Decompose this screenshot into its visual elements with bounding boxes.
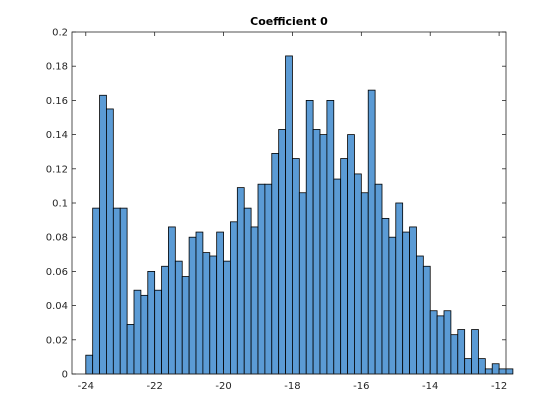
histogram-bar xyxy=(202,252,211,375)
histogram-bar xyxy=(181,276,190,375)
histogram-bar xyxy=(126,324,135,375)
histogram-bar xyxy=(133,289,142,375)
histogram-bar xyxy=(161,265,169,375)
histogram-bar xyxy=(367,89,376,375)
x-axis-ticks: -24 -22 -20 -18 -16 -14 -12 xyxy=(78,32,507,392)
histogram-bar xyxy=(347,134,355,375)
y-tick-label: 0.16 xyxy=(46,96,68,107)
histogram-bar xyxy=(436,315,445,375)
histogram-bar xyxy=(429,310,438,375)
histogram-bar xyxy=(168,226,176,375)
histogram-bar xyxy=(484,368,493,375)
histogram-bar xyxy=(216,231,224,375)
y-axis-ticks: 0 0.02 0.04 0.06 0.08 0.1 0.12 0.14 0.16 0.18 0.2 xyxy=(46,28,506,381)
y-tick-label: 0.14 xyxy=(46,130,68,141)
histogram-bar xyxy=(140,294,149,375)
y-tick-label: 0.1 xyxy=(52,199,68,210)
histogram-bar xyxy=(285,55,293,375)
histogram-bar xyxy=(278,129,286,375)
y-tick-label: 0.18 xyxy=(46,62,68,73)
y-tick-label: 0.12 xyxy=(46,164,68,175)
histogram-bar xyxy=(250,226,259,375)
histogram-bar xyxy=(471,329,479,375)
plot-area: -24 -22 -20 -18 -16 -14 -12 00.020.040.060.080… xyxy=(46,28,514,392)
histogram-bar xyxy=(374,183,383,375)
histogram-bar xyxy=(422,265,431,375)
histogram-bar xyxy=(147,270,156,375)
histogram-bar xyxy=(491,363,500,375)
histogram-bar xyxy=(271,153,280,375)
histogram-bar xyxy=(236,187,245,375)
x-tick-label: -20 xyxy=(215,381,231,392)
x-tick-label: -24 xyxy=(78,381,94,392)
histogram-bar xyxy=(354,173,362,375)
y-tick-label: 0.08 xyxy=(46,233,68,244)
y-tick-label: 0.04 xyxy=(46,301,68,312)
histogram-bar xyxy=(119,207,128,375)
histogram-bar xyxy=(416,255,424,375)
histogram-bar xyxy=(223,260,231,375)
histogram-bar xyxy=(388,236,397,375)
histogram-bar xyxy=(106,108,114,375)
histogram-bar xyxy=(188,236,197,375)
histogram-bar xyxy=(402,231,410,375)
histogram-bar xyxy=(243,207,252,375)
y-tick-label: 0.02 xyxy=(46,335,68,346)
x-tick-label: -22 xyxy=(146,381,162,392)
histogram-bar xyxy=(360,192,369,375)
histogram-bar xyxy=(298,192,307,375)
histogram-bar xyxy=(381,217,390,375)
histogram-bar xyxy=(409,226,417,375)
y-tick-label: 0.2 xyxy=(52,28,68,39)
histogram-bar xyxy=(174,260,183,375)
histogram-bar xyxy=(154,289,162,375)
y-tick-label: 0 xyxy=(62,370,68,381)
histogram-bar xyxy=(230,221,238,375)
x-tick-label: -16 xyxy=(353,381,369,392)
x-tick-label: -18 xyxy=(284,381,300,392)
histogram-bar xyxy=(498,368,507,375)
histogram-bar xyxy=(292,158,300,375)
histogram-bar xyxy=(443,310,452,375)
x-tick-label: -12 xyxy=(491,381,507,392)
x-tick-label: -14 xyxy=(422,381,438,392)
histogram-bar xyxy=(264,183,273,375)
histogram-bar xyxy=(85,354,94,375)
histogram-bar xyxy=(464,358,472,375)
histogram-bar xyxy=(395,202,404,375)
histogram-bar xyxy=(112,207,121,375)
histogram-bar xyxy=(257,183,266,375)
histogram-bar xyxy=(92,207,100,375)
histogram-bar xyxy=(505,368,514,375)
y-tick-label: 0.06 xyxy=(46,267,68,278)
histogram-bar xyxy=(457,329,466,375)
histogram-bar xyxy=(319,134,328,375)
histogram-bar xyxy=(326,100,335,375)
histogram-bar xyxy=(333,178,342,375)
histogram-bar xyxy=(312,129,321,375)
histogram-bar xyxy=(478,358,486,375)
histogram-bar xyxy=(209,255,218,375)
histogram-bar xyxy=(450,334,459,375)
histogram-bar xyxy=(99,94,107,375)
histogram-bar xyxy=(195,231,204,375)
chart-title: Coefficient 0 xyxy=(250,15,328,28)
histogram-bar xyxy=(340,158,348,375)
histogram-bar xyxy=(305,100,314,375)
